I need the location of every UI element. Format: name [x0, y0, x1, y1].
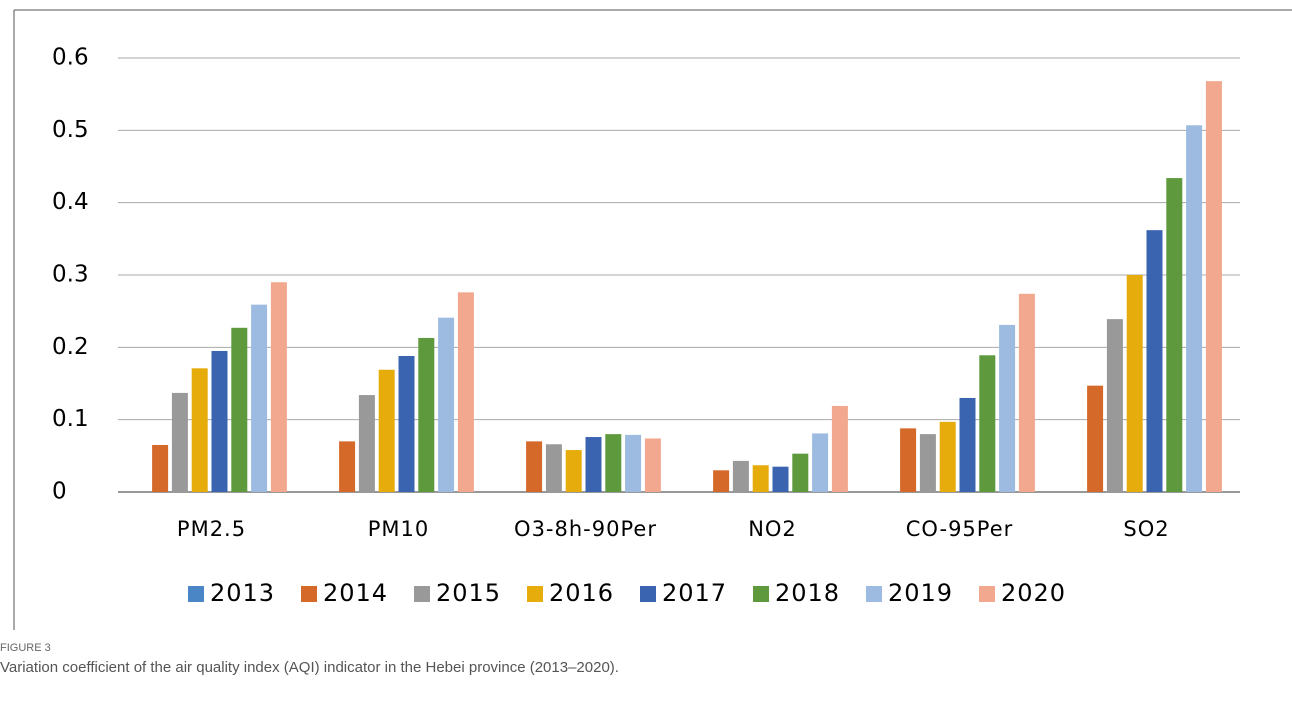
y-tick-label: 0.5	[52, 117, 89, 143]
bar	[358, 395, 375, 492]
bar	[959, 397, 976, 492]
bar	[732, 460, 749, 492]
bar	[713, 470, 730, 492]
bar	[792, 453, 809, 492]
x-tick-label: NO2	[748, 517, 797, 541]
bar	[418, 337, 435, 492]
bar	[1126, 275, 1143, 492]
bar	[1106, 319, 1123, 492]
legend-label: 2018	[775, 579, 840, 607]
bar	[152, 444, 169, 492]
bar	[565, 450, 582, 492]
legend-swatch	[414, 586, 430, 602]
bar	[191, 368, 208, 492]
legend-swatch	[866, 586, 882, 602]
y-tick-label: 0.2	[52, 334, 89, 360]
x-tick-label: CO-95Per	[906, 517, 1014, 541]
y-tick-label: 0.3	[52, 262, 89, 288]
y-tick-label: 0	[52, 479, 67, 505]
bar	[270, 282, 287, 492]
x-tick-label: O3-8h-90Per	[514, 517, 657, 541]
legend-swatch	[188, 586, 204, 602]
bar	[585, 437, 602, 492]
bar	[398, 356, 415, 492]
x-tick-label: PM2.5	[177, 517, 246, 541]
legend-swatch	[640, 586, 656, 602]
legend-swatch	[527, 586, 543, 602]
legend-swatch	[753, 586, 769, 602]
bar	[211, 350, 228, 492]
legend-label: 2017	[662, 579, 727, 607]
bar	[457, 292, 474, 492]
bar	[979, 355, 996, 492]
bar	[171, 392, 188, 492]
legend-swatch	[979, 586, 995, 602]
legend-label: 2020	[1001, 579, 1066, 607]
bar	[251, 304, 268, 492]
legend-label: 2016	[549, 579, 614, 607]
bar	[1018, 293, 1035, 492]
bar	[1087, 385, 1104, 492]
bar	[1205, 81, 1222, 492]
bar	[812, 433, 829, 492]
bar	[231, 327, 248, 492]
bar	[999, 324, 1016, 492]
y-tick-label: 0.1	[52, 406, 89, 432]
bar	[625, 434, 642, 492]
figure-label: FIGURE 3	[0, 642, 51, 654]
x-tick-label: SO2	[1123, 517, 1169, 541]
legend-label: 2014	[323, 579, 388, 607]
bar	[644, 438, 661, 492]
legend-label: 2019	[888, 579, 953, 607]
bar	[919, 434, 936, 492]
bar	[1166, 178, 1183, 492]
bar	[772, 466, 789, 492]
bar	[605, 434, 622, 492]
x-tick-label: PM10	[368, 517, 430, 541]
legend-swatch	[301, 586, 317, 602]
y-tick-label: 0.6	[52, 45, 89, 71]
bar	[831, 405, 848, 492]
y-tick-label: 0.4	[52, 189, 89, 215]
caption: Variation coefficient of the air quality…	[0, 659, 619, 676]
bar	[438, 317, 455, 492]
legend-label: 2015	[436, 579, 501, 607]
bar	[545, 444, 562, 492]
bar	[1186, 125, 1203, 493]
bar	[378, 369, 395, 492]
bar	[526, 441, 543, 492]
bar	[939, 421, 956, 492]
legend-label: 2013	[210, 579, 275, 607]
bar	[1146, 230, 1163, 493]
bar	[900, 428, 917, 492]
bar	[339, 441, 356, 492]
bar	[752, 465, 769, 492]
